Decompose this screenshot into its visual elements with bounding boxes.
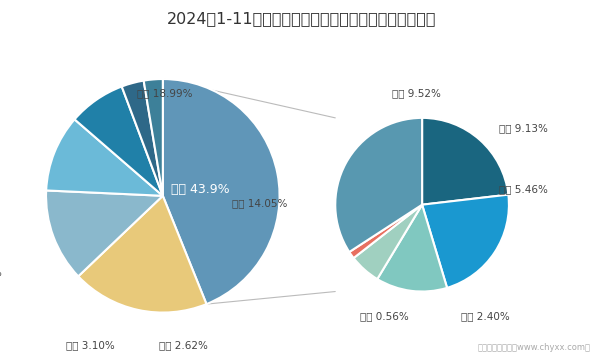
Wedge shape [75, 87, 163, 196]
Wedge shape [335, 118, 422, 252]
Wedge shape [78, 196, 206, 313]
Wedge shape [46, 190, 163, 276]
Text: 江苏 9.52%: 江苏 9.52% [392, 89, 441, 99]
Text: 福建 5.46%: 福建 5.46% [499, 184, 548, 194]
Wedge shape [377, 205, 447, 292]
Text: 2024年1-11月中国初级形态的塑料产量大区占比统计图: 2024年1-11月中国初级形态的塑料产量大区占比统计图 [167, 11, 436, 26]
Wedge shape [422, 195, 509, 288]
Wedge shape [46, 119, 163, 196]
Text: 西北 18.99%: 西北 18.99% [137, 88, 192, 98]
Text: 山东 9.13%: 山东 9.13% [499, 123, 548, 133]
Wedge shape [122, 80, 163, 196]
Text: 制图：智研咨询（www.chyxx.com）: 制图：智研咨询（www.chyxx.com） [478, 344, 591, 352]
Wedge shape [144, 79, 163, 196]
Text: 安徽 2.40%: 安徽 2.40% [461, 311, 510, 321]
Text: 华中 3.10%: 华中 3.10% [66, 340, 115, 350]
Text: 华东 43.9%: 华东 43.9% [171, 183, 230, 197]
Wedge shape [353, 205, 422, 279]
Wedge shape [163, 79, 280, 304]
Wedge shape [349, 205, 422, 258]
Wedge shape [422, 118, 508, 205]
Text: 西南 2.62%: 西南 2.62% [159, 340, 208, 350]
Text: 江西 0.56%: 江西 0.56% [359, 311, 408, 321]
Text: 浙江 14.05%: 浙江 14.05% [232, 198, 288, 208]
Text: 东北 7.92%: 东北 7.92% [0, 267, 2, 277]
